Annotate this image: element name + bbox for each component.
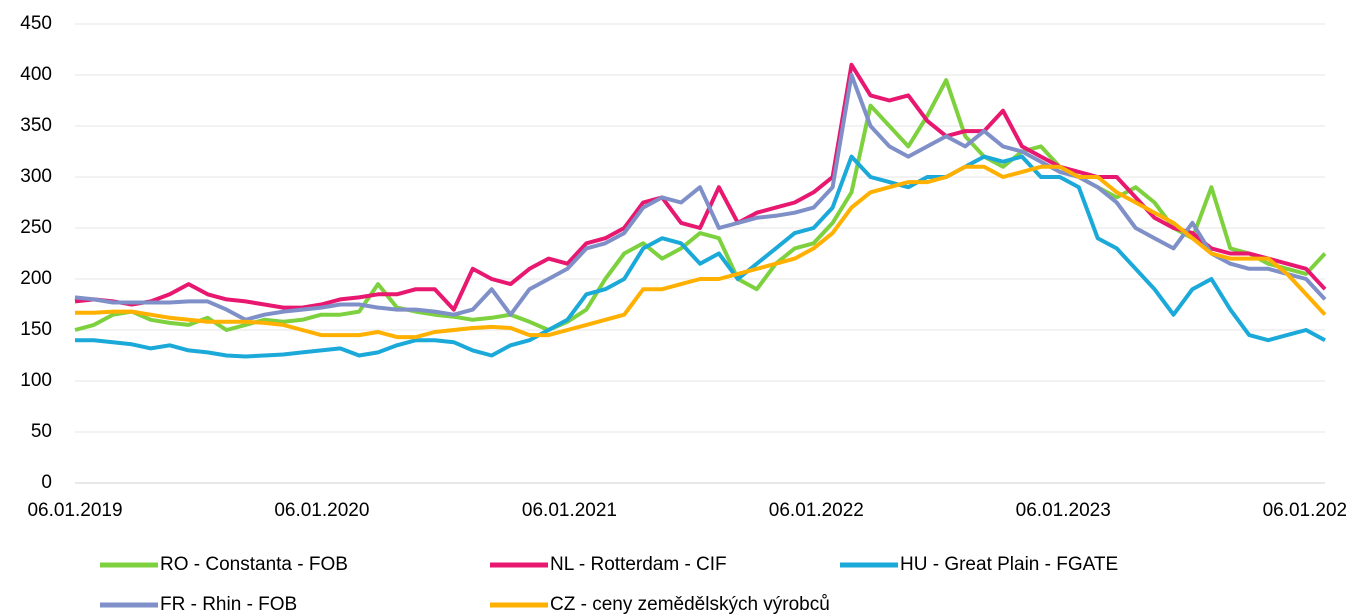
legend-label: HU - Great Plain - FGATE — [900, 554, 1118, 575]
legend-label: RO - Constanta - FOB — [160, 554, 348, 575]
x-tick-label: 06.01.2020 — [274, 500, 369, 521]
x-tick-label: 06.01.2024 — [1263, 500, 1346, 521]
series-line — [75, 164, 1327, 340]
x-tick-label: 06.01.2022 — [769, 500, 864, 521]
x-tick-label: 06.01.2023 — [1016, 500, 1111, 521]
y-tick-label: 0 — [41, 472, 52, 493]
y-tick-label: 400 — [20, 64, 52, 85]
y-tick-label: 350 — [20, 115, 52, 136]
y-tick-label: 300 — [20, 166, 52, 187]
legend-label: CZ - ceny zemědělských výrobců — [550, 594, 830, 615]
x-tick-label: 06.01.2019 — [27, 500, 122, 521]
y-tick-label: 150 — [20, 319, 52, 340]
legend-label: FR - Rhin - FOB — [160, 594, 297, 615]
legend-label: NL - Rotterdam - CIF — [550, 554, 727, 575]
y-tick-label: 200 — [20, 268, 52, 289]
series-line — [74, 62, 1327, 312]
series-line — [75, 154, 1326, 359]
y-tick-label: 100 — [20, 370, 52, 391]
y-tick-label: 50 — [31, 421, 52, 442]
series-line — [74, 78, 1327, 332]
series-line — [74, 73, 1327, 322]
x-tick-label: 06.01.2021 — [522, 500, 617, 521]
y-tick-label: 450 — [20, 13, 52, 34]
y-tick-label: 250 — [20, 217, 52, 238]
